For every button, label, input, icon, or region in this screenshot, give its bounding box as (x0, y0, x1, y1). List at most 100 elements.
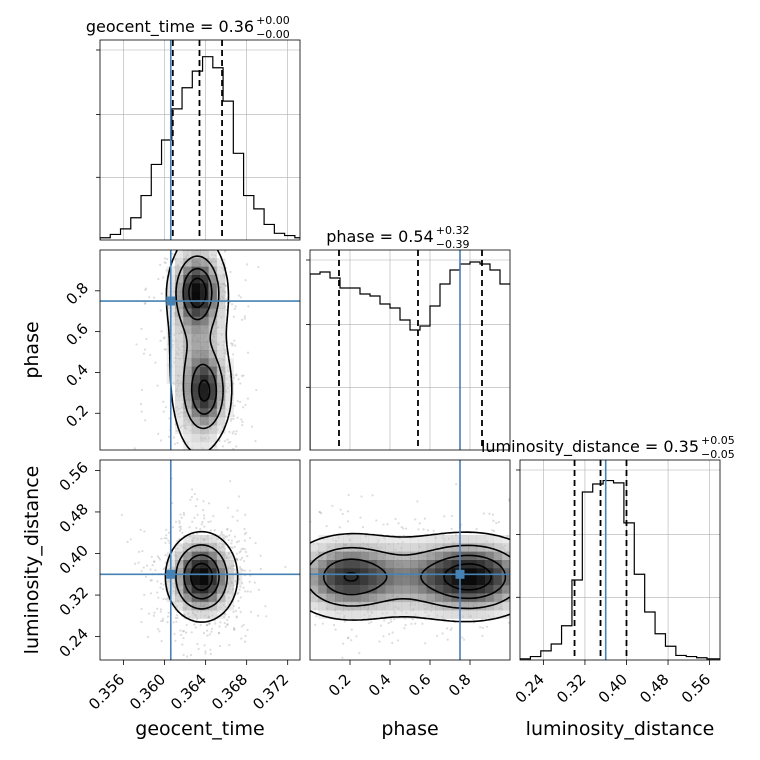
scatter-point (193, 492, 196, 496)
density-cell (191, 441, 201, 450)
scatter-point (156, 580, 159, 583)
scatter-point (287, 558, 289, 560)
scatter-point (284, 538, 286, 540)
scatter-point (162, 198, 164, 200)
scatter-point (231, 344, 234, 347)
scatter-point (236, 519, 239, 522)
density-cell (183, 266, 193, 276)
density-cell (183, 250, 193, 259)
scatter-point (244, 640, 247, 643)
density-cell (385, 543, 394, 553)
scatter-point (234, 609, 238, 613)
density-cell (360, 585, 369, 594)
scatter-point (232, 430, 235, 433)
scatter-point (209, 652, 212, 655)
hist-panel-phase (310, 250, 510, 450)
scatter-point (234, 579, 237, 583)
scatter-point (347, 493, 350, 497)
scatter-point (394, 517, 397, 521)
scatter-point (161, 587, 165, 591)
scatter-point (570, 563, 572, 565)
scatter-point (515, 572, 517, 574)
density-cell (208, 551, 218, 561)
density-cell (393, 585, 403, 594)
scatter-point (282, 579, 284, 581)
density-cell (468, 601, 478, 611)
scatter-point (556, 590, 558, 592)
density-cell (468, 610, 478, 619)
density-cell (175, 391, 184, 401)
scatter-point (233, 489, 235, 491)
density-cell (216, 350, 226, 359)
density-cell (426, 601, 436, 611)
scatter-point (225, 52, 227, 54)
scatter-point (237, 495, 240, 498)
density-cell (443, 568, 453, 578)
scatter-point (150, 579, 153, 582)
density-cell (310, 560, 319, 569)
density-cell (208, 275, 218, 284)
density-cell (208, 350, 218, 359)
scatter-point (166, 469, 168, 471)
density-cell (208, 383, 218, 393)
scatter-point (167, 539, 170, 542)
density-cell (393, 535, 403, 544)
scatter-point (306, 519, 308, 521)
density-cell (191, 408, 201, 418)
scatter-point (199, 624, 202, 627)
density-cell (191, 341, 201, 351)
scatter-point (237, 452, 239, 454)
scatter-point (242, 559, 246, 563)
density-cell (183, 383, 193, 393)
scatter-point (307, 564, 309, 566)
scatter-point (162, 583, 165, 586)
density-cell (460, 535, 469, 544)
scatter-point (402, 534, 405, 537)
density-cell (451, 576, 461, 586)
scatter-point (193, 516, 196, 519)
scatter-point (175, 242, 177, 244)
scatter-point (209, 520, 212, 523)
density-cell (451, 585, 461, 594)
scatter-point (511, 591, 513, 593)
scatter-point (318, 510, 321, 514)
scatter-point (140, 327, 143, 331)
scatter-point (535, 535, 537, 537)
scatter-point (232, 417, 235, 420)
scatter-point (142, 566, 145, 569)
scatter-point (322, 538, 325, 541)
scatter-point (166, 499, 168, 501)
scatter-point (157, 596, 160, 599)
scatter-point (159, 309, 162, 312)
scatter-point (241, 318, 244, 321)
histogram-step-luminosity_distance (520, 479, 720, 660)
scatter-point (514, 588, 516, 590)
scatter-point (276, 610, 278, 612)
density-cell (191, 433, 201, 443)
density-cell (208, 391, 218, 401)
scatter-point (231, 515, 234, 518)
scatter-point (174, 616, 177, 619)
scatter-point (203, 174, 205, 176)
scatter-point (241, 556, 244, 560)
scatter-point (486, 625, 489, 628)
scatter-point (246, 263, 249, 266)
scatter-point (544, 560, 546, 562)
scatter-point (225, 352, 228, 356)
density-cell (426, 610, 436, 619)
scatter-point (541, 566, 543, 568)
scatter-point (173, 472, 175, 474)
density-cell (335, 601, 344, 611)
scatter-point (153, 560, 156, 563)
density-cell (410, 560, 419, 569)
density-cell (401, 560, 411, 569)
scatter-point (491, 529, 494, 532)
scatter-point (179, 513, 182, 516)
scatter-point (244, 590, 247, 593)
panel-frame-phase-luminosity_distance (309, 459, 511, 661)
scatter-point (238, 577, 241, 581)
density-cell (435, 585, 444, 594)
scatter-point (246, 555, 249, 558)
scatter-point (232, 610, 235, 613)
scatter-point (173, 442, 177, 446)
